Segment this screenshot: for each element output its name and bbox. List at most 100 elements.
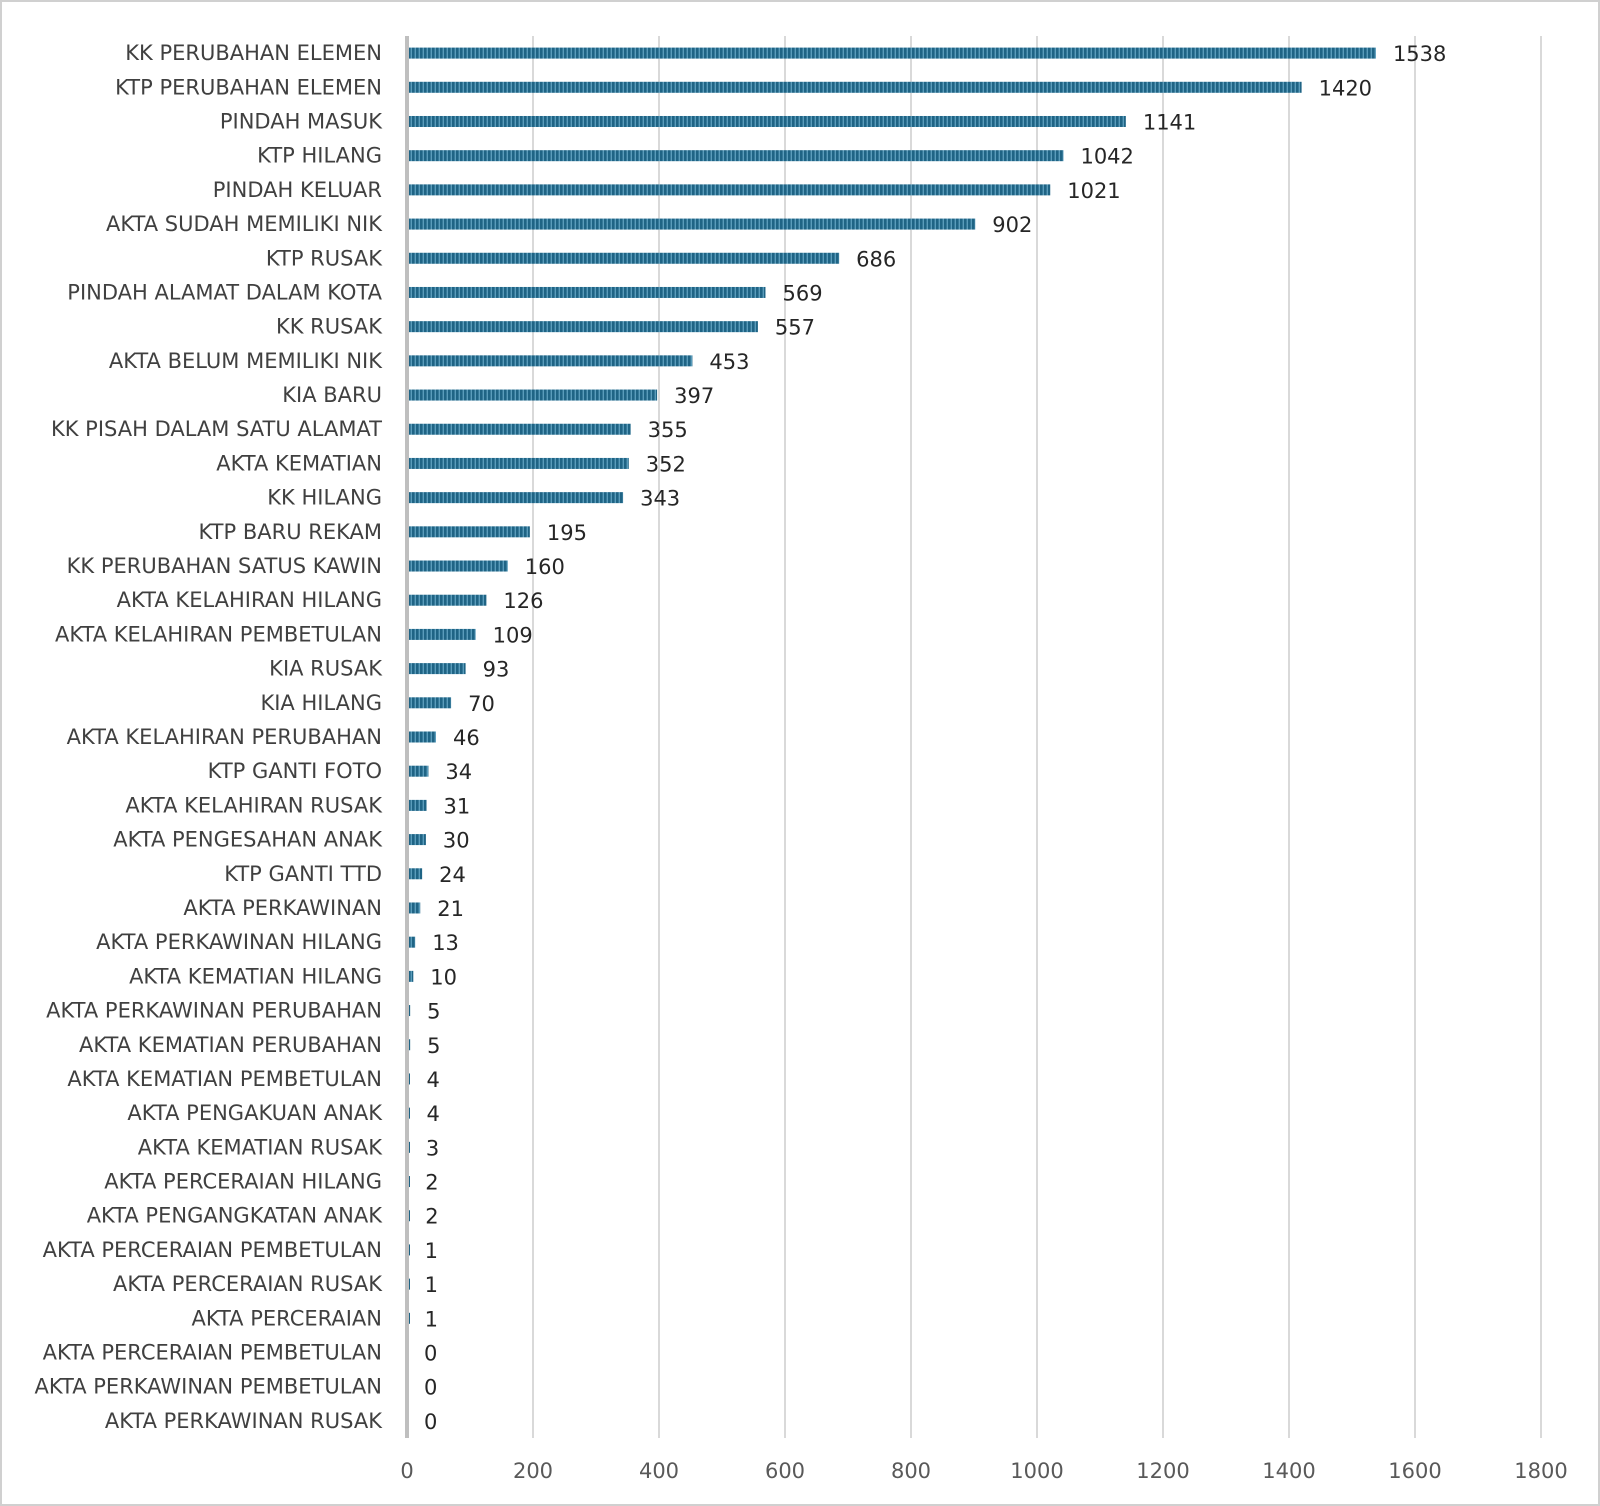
data-label: 0 (424, 1342, 437, 1366)
data-label: 34 (445, 760, 472, 784)
data-label: 2 (425, 1205, 438, 1229)
category-label: KK RUSAK (276, 315, 383, 339)
category-label: PINDAH KELUAR (213, 178, 382, 202)
category-label: AKTA PERKAWINAN PERUBAHAN (46, 999, 382, 1023)
category-label: AKTA PENGESAHAN ANAK (113, 828, 383, 852)
data-label: 1141 (1143, 110, 1196, 134)
category-label: AKTA PERKAWINAN RUSAK (105, 1409, 383, 1433)
bar (409, 1176, 410, 1188)
bar (409, 970, 414, 982)
data-label: 70 (468, 692, 495, 716)
data-label: 3 (426, 1136, 439, 1160)
category-label: AKTA KELAHIRAN PEMBETULAN (55, 622, 382, 646)
category-label: AKTA PERCERAIAN PEMBETULAN (43, 1238, 382, 1262)
data-label: 5 (427, 1034, 440, 1058)
category-label: AKTA PERCERAIAN (191, 1306, 382, 1330)
category-label: KTP BARU REKAM (199, 520, 382, 544)
bar (409, 81, 1302, 93)
bar (409, 321, 758, 333)
data-label: 21 (437, 897, 464, 921)
x-tick-label: 400 (639, 1459, 679, 1483)
category-label: KK PERUBAHAN ELEMEN (125, 41, 382, 65)
bar (409, 834, 426, 846)
bar (409, 902, 421, 914)
data-label: 0 (424, 1376, 437, 1400)
x-tick-label: 0 (400, 1459, 413, 1483)
bar (409, 1210, 410, 1222)
bar (409, 150, 1064, 162)
x-tick-label: 1600 (1388, 1459, 1441, 1483)
data-label: 109 (493, 623, 533, 647)
data-label: 30 (443, 829, 470, 853)
category-label: AKTA KEMATIAN PERUBAHAN (79, 1033, 382, 1057)
bar (409, 765, 429, 777)
bar (409, 47, 1376, 59)
data-label: 1021 (1067, 179, 1120, 203)
bar (409, 1107, 410, 1119)
bar (409, 286, 766, 298)
category-label: KK PISAH DALAM SATU ALAMAT (51, 417, 382, 441)
data-label: 195 (547, 521, 587, 545)
bar (409, 457, 629, 469)
data-label: 93 (483, 658, 510, 682)
bar (409, 663, 466, 675)
category-label: KTP RUSAK (266, 246, 383, 270)
x-tick-label: 1200 (1136, 1459, 1189, 1483)
bar (409, 868, 423, 880)
data-label: 1538 (1393, 42, 1446, 66)
data-label: 686 (856, 247, 896, 271)
data-label: 10 (430, 965, 457, 989)
category-label: KK PERUBAHAN SATUS KAWIN (67, 554, 382, 578)
category-label: AKTA PERCERAIAN HILANG (104, 1170, 382, 1194)
bar (409, 355, 693, 367)
bar (409, 218, 976, 230)
bar (409, 1039, 411, 1051)
bar (409, 936, 416, 948)
category-label: KTP HILANG (257, 144, 382, 168)
bar (409, 526, 530, 538)
category-label: AKTA PERCERAIAN PEMBETULAN (43, 1341, 382, 1365)
x-tick-label: 200 (513, 1459, 553, 1483)
category-label: AKTA KEMATIAN (216, 451, 382, 475)
data-label: 24 (439, 863, 466, 887)
bar (409, 799, 427, 811)
bar (409, 389, 658, 401)
category-label: AKTA PERKAWINAN (183, 896, 382, 920)
bar (409, 423, 631, 435)
bar (409, 1073, 410, 1085)
data-label: 902 (992, 213, 1032, 237)
category-label: AKTA KEMATIAN RUSAK (138, 1135, 383, 1159)
data-label: 5 (427, 1000, 440, 1024)
data-label: 4 (427, 1068, 440, 1092)
category-label: KTP GANTI TTD (224, 862, 382, 886)
x-tick-label: 1800 (1514, 1459, 1567, 1483)
bar (409, 115, 1126, 127)
category-label: AKTA BELUM MEMILIKI NIK (109, 349, 383, 373)
category-label: AKTA KEMATIAN PEMBETULAN (67, 1067, 382, 1091)
category-label: PINDAH MASUK (220, 109, 383, 133)
data-label: 355 (648, 418, 688, 442)
data-label: 1 (425, 1273, 438, 1297)
data-label: 1042 (1080, 145, 1133, 169)
bar (409, 560, 508, 572)
bar (409, 731, 436, 743)
category-label: AKTA PENGANGKATAN ANAK (87, 1204, 384, 1228)
data-label: 0 (424, 1410, 437, 1434)
x-tick-label: 1400 (1262, 1459, 1315, 1483)
data-label: 13 (432, 931, 459, 955)
category-label: KIA RUSAK (269, 657, 383, 681)
x-tick-label: 1000 (1010, 1459, 1063, 1483)
category-label: KIA BARU (282, 383, 382, 407)
data-label: 1420 (1319, 76, 1372, 100)
category-label: PINDAH ALAMAT DALAM KOTA (67, 280, 382, 304)
data-label: 160 (525, 555, 565, 579)
category-label: KIA HILANG (260, 691, 382, 715)
data-label: 453 (709, 350, 749, 374)
data-label: 1 (425, 1239, 438, 1263)
x-tick-label: 800 (891, 1459, 931, 1483)
data-label: 557 (775, 316, 815, 340)
data-label: 2 (425, 1171, 438, 1195)
bar (409, 1141, 410, 1153)
